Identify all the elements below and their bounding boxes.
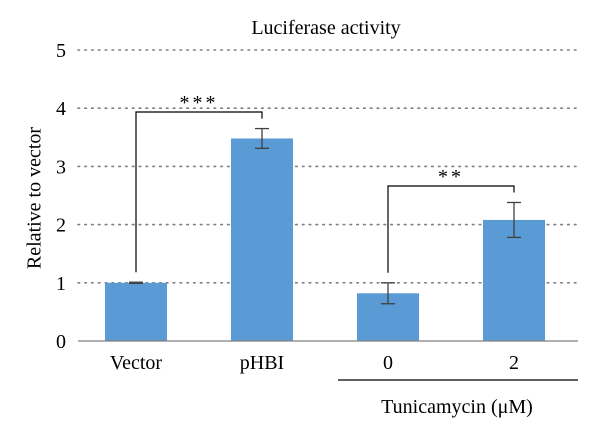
y-tick-label: 3 xyxy=(56,156,66,178)
x-tick-label: pHBI xyxy=(240,352,284,374)
significance-brackets: ***** xyxy=(135,92,515,273)
chart-title: Luciferase activity xyxy=(251,17,401,39)
bar xyxy=(231,138,293,341)
x-tick-labels: Vector pHBI 0 2 xyxy=(110,352,519,374)
y-tick-label: 0 xyxy=(56,331,66,353)
x-tick-label: 2 xyxy=(509,352,519,374)
x-tick-label: 0 xyxy=(383,352,393,374)
bar xyxy=(483,219,545,341)
x-tick-label: Vector xyxy=(110,352,163,374)
y-tick-label: 2 xyxy=(56,215,66,237)
bars xyxy=(105,138,545,341)
error-bars xyxy=(129,127,521,305)
significance-stars: ** xyxy=(438,166,464,188)
significance-bracket xyxy=(387,185,515,273)
bar xyxy=(105,282,167,341)
y-tick-label: 4 xyxy=(56,98,66,120)
significance-stars: *** xyxy=(180,92,219,114)
significance-bracket xyxy=(135,111,263,273)
y-tick-label: 1 xyxy=(56,273,66,295)
tunicamycin-group-label: Tunicamycin (μM) xyxy=(381,396,533,418)
y-tick-labels: 0 1 2 3 4 5 xyxy=(56,40,66,353)
y-tick-label: 5 xyxy=(56,40,66,62)
